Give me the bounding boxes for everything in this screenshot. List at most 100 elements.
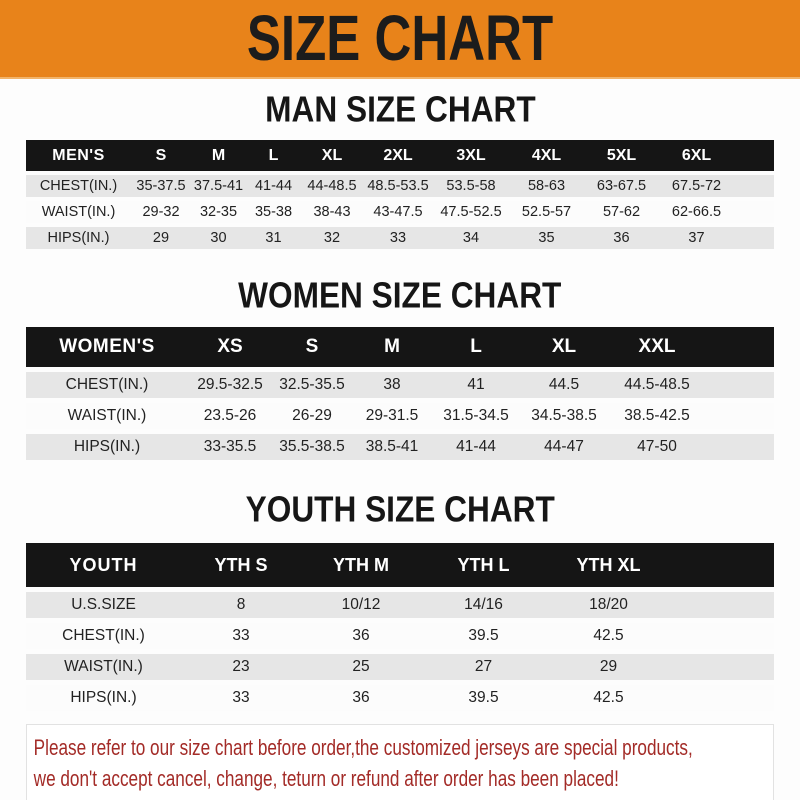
section-heading-text: MAN SIZE CHART bbox=[264, 90, 536, 130]
header-filler-cell bbox=[706, 327, 774, 367]
size-cell: 37.5-41 bbox=[191, 175, 246, 197]
size-table: YOUTH YTH S YTH M YTH L YTH XL U.S.SIZE 8 10/12… bbox=[26, 538, 774, 716]
size-column-header: 2XL bbox=[363, 140, 433, 171]
size-cell: 36 bbox=[301, 623, 421, 649]
size-cell: 31.5-34.5 bbox=[432, 403, 520, 429]
section-heading-text: YOUTH SIZE CHART bbox=[245, 490, 555, 530]
size-cell: 47-50 bbox=[608, 434, 706, 460]
row-filler-cell bbox=[706, 434, 774, 460]
size-table: WOMEN'S XS S M L XL XXL CHEST(IN.) 29.5-32.5 32.5… bbox=[26, 322, 774, 465]
row-filler-cell bbox=[734, 227, 774, 249]
table-row: CHEST(IN.) 35-37.5 37.5-41 41-44 44-48.5 48.5… bbox=[26, 175, 774, 197]
size-cell: 42.5 bbox=[546, 685, 671, 711]
size-column-header: M bbox=[352, 327, 432, 367]
table-row: U.S.SIZE 8 10/12 14/16 18/20 bbox=[26, 592, 774, 618]
size-cell: 30 bbox=[191, 227, 246, 249]
size-cell: 33 bbox=[181, 623, 301, 649]
size-cell: 29 bbox=[131, 227, 191, 249]
table-row: HIPS(IN.) 29 30 31 32 33 34 35 36 37 bbox=[26, 227, 774, 249]
size-cell: 18/20 bbox=[546, 592, 671, 618]
table-row: CHEST(IN.) 33 36 39.5 42.5 bbox=[26, 623, 774, 649]
size-cell: 38 bbox=[352, 372, 432, 398]
size-cell: 33-35.5 bbox=[188, 434, 272, 460]
size-cell: 32-35 bbox=[191, 201, 246, 223]
table-row: HIPS(IN.) 33-35.5 35.5-38.5 38.5-41 41-44 44-… bbox=[26, 434, 774, 460]
size-cell: 44-48.5 bbox=[301, 175, 363, 197]
size-cell: 52.5-57 bbox=[509, 201, 584, 223]
size-cell: 39.5 bbox=[421, 685, 546, 711]
size-column-header: L bbox=[432, 327, 520, 367]
size-column-header: L bbox=[246, 140, 301, 171]
size-cell: 23.5-26 bbox=[188, 403, 272, 429]
banner: SIZE CHART bbox=[0, 0, 800, 79]
section-heading: MAN SIZE CHART bbox=[0, 90, 800, 130]
size-cell: 25 bbox=[301, 654, 421, 680]
table-corner-label: WOMEN'S bbox=[26, 327, 188, 367]
size-cell: 39.5 bbox=[421, 623, 546, 649]
size-cell: 44.5 bbox=[520, 372, 608, 398]
size-table: MEN'S S M L XL 2XL 3XL 4XL 5XL 6XL CHEST(IN.) 35-37… bbox=[26, 136, 774, 253]
table-row: WAIST(IN.) 29-32 32-35 35-38 38-43 43-47.5 47.… bbox=[26, 201, 774, 223]
size-cell: 63-67.5 bbox=[584, 175, 659, 197]
table-header-row: WOMEN'S XS S M L XL XXL bbox=[26, 327, 774, 367]
row-filler-cell bbox=[734, 175, 774, 197]
size-cell: 38-43 bbox=[301, 201, 363, 223]
table-row: WAIST(IN.) 23 25 27 29 bbox=[26, 654, 774, 680]
size-cell: 41-44 bbox=[246, 175, 301, 197]
row-label: HIPS(IN.) bbox=[26, 434, 188, 460]
size-column-header: S bbox=[131, 140, 191, 171]
size-column-header: 4XL bbox=[509, 140, 584, 171]
row-label: HIPS(IN.) bbox=[26, 227, 131, 249]
size-cell: 29-32 bbox=[131, 201, 191, 223]
row-filler-cell bbox=[671, 592, 774, 618]
size-cell: 44-47 bbox=[520, 434, 608, 460]
row-label: HIPS(IN.) bbox=[26, 685, 181, 711]
size-cell: 47.5-52.5 bbox=[433, 201, 509, 223]
banner-title: SIZE CHART bbox=[246, 2, 554, 75]
size-cell: 29.5-32.5 bbox=[188, 372, 272, 398]
table-corner-label: YOUTH bbox=[26, 543, 181, 587]
row-label: CHEST(IN.) bbox=[26, 372, 188, 398]
size-cell: 48.5-53.5 bbox=[363, 175, 433, 197]
size-cell: 38.5-42.5 bbox=[608, 403, 706, 429]
size-cell: 53.5-58 bbox=[433, 175, 509, 197]
size-column-header: YTH M bbox=[301, 543, 421, 587]
size-cell: 35 bbox=[509, 227, 584, 249]
size-column-header: 5XL bbox=[584, 140, 659, 171]
table-corner-label: MEN'S bbox=[26, 140, 131, 171]
size-column-header: XL bbox=[301, 140, 363, 171]
size-column-header: XS bbox=[188, 327, 272, 367]
section-heading: YOUTH SIZE CHART bbox=[0, 490, 800, 530]
size-column-header: S bbox=[272, 327, 352, 367]
table-header-row: MEN'S S M L XL 2XL 3XL 4XL 5XL 6XL bbox=[26, 140, 774, 171]
size-column-header: YTH L bbox=[421, 543, 546, 587]
row-filler-cell bbox=[671, 623, 774, 649]
size-cell: 29 bbox=[546, 654, 671, 680]
size-cell: 36 bbox=[584, 227, 659, 249]
size-cell: 35.5-38.5 bbox=[272, 434, 352, 460]
size-cell: 41-44 bbox=[432, 434, 520, 460]
section-heading-text: WOMEN SIZE CHART bbox=[238, 276, 562, 316]
size-cell: 27 bbox=[421, 654, 546, 680]
size-cell: 14/16 bbox=[421, 592, 546, 618]
size-cell: 37 bbox=[659, 227, 734, 249]
size-cell: 38.5-41 bbox=[352, 434, 432, 460]
size-cell: 41 bbox=[432, 372, 520, 398]
size-cell: 29-31.5 bbox=[352, 403, 432, 429]
size-cell: 35-38 bbox=[246, 201, 301, 223]
table-row: WAIST(IN.) 23.5-26 26-29 29-31.5 31.5-34.5 34… bbox=[26, 403, 774, 429]
size-cell: 34.5-38.5 bbox=[520, 403, 608, 429]
size-cell: 31 bbox=[246, 227, 301, 249]
row-label: U.S.SIZE bbox=[26, 592, 181, 618]
row-filler-cell bbox=[734, 201, 774, 223]
size-cell: 43-47.5 bbox=[363, 201, 433, 223]
size-cell: 36 bbox=[301, 685, 421, 711]
size-cell: 34 bbox=[433, 227, 509, 249]
row-label: WAIST(IN.) bbox=[26, 201, 131, 223]
disclaimer: Please refer to our size chart before or… bbox=[26, 724, 774, 800]
size-cell: 23 bbox=[181, 654, 301, 680]
header-filler-cell bbox=[734, 140, 774, 171]
table-row: CHEST(IN.) 29.5-32.5 32.5-35.5 38 41 44.5 44.5… bbox=[26, 372, 774, 398]
size-cell: 57-62 bbox=[584, 201, 659, 223]
